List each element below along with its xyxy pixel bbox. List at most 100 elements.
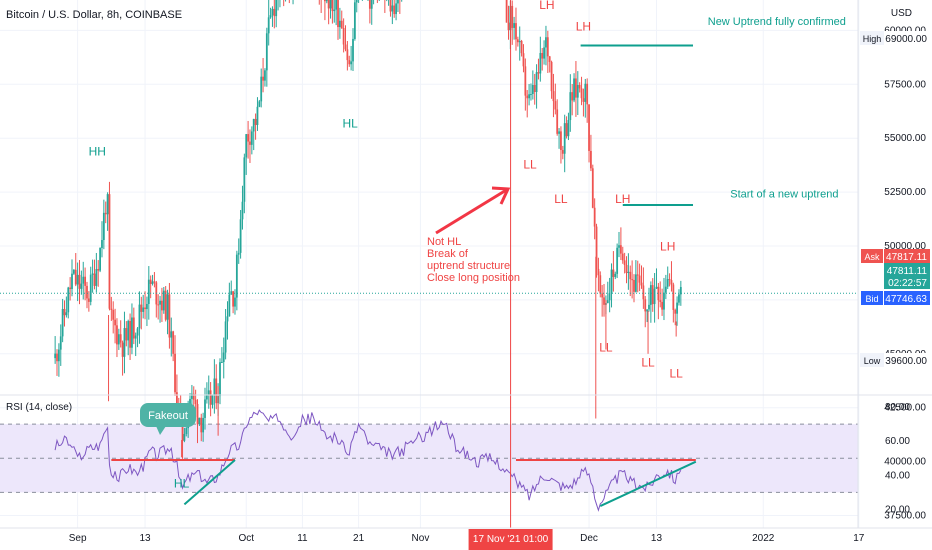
candle-body[interactable] bbox=[213, 378, 216, 395]
candle-body[interactable] bbox=[616, 247, 619, 274]
candle-body[interactable] bbox=[157, 304, 160, 306]
candle-body[interactable] bbox=[353, 2, 356, 39]
candle-body[interactable] bbox=[65, 312, 68, 316]
candle-body[interactable] bbox=[260, 76, 263, 102]
candle-body[interactable] bbox=[144, 307, 146, 310]
candle-body[interactable] bbox=[678, 294, 680, 303]
candle-body[interactable] bbox=[578, 85, 581, 89]
candle-body[interactable] bbox=[325, 0, 328, 2]
candle-body[interactable] bbox=[552, 91, 555, 102]
candle-body[interactable] bbox=[546, 37, 549, 57]
candle-body[interactable] bbox=[623, 260, 626, 265]
candle-body[interactable] bbox=[324, 0, 326, 2]
candle-body[interactable] bbox=[582, 98, 585, 102]
candle-body[interactable] bbox=[346, 49, 349, 61]
candle-body[interactable] bbox=[99, 247, 101, 271]
candle-body[interactable] bbox=[513, 23, 516, 28]
candle-body[interactable] bbox=[393, 5, 396, 15]
candle-body[interactable] bbox=[78, 274, 81, 289]
candle-body[interactable] bbox=[659, 300, 662, 302]
candle-body[interactable] bbox=[664, 286, 667, 293]
candle-body[interactable] bbox=[608, 293, 611, 301]
candle-body[interactable] bbox=[264, 70, 266, 81]
candle-body[interactable] bbox=[132, 317, 135, 339]
candle-body[interactable] bbox=[116, 325, 118, 345]
candle-body[interactable] bbox=[370, 0, 373, 9]
candle-body[interactable] bbox=[247, 134, 249, 142]
candle-body[interactable] bbox=[162, 290, 165, 311]
candle-body[interactable] bbox=[655, 286, 658, 289]
candle-body[interactable] bbox=[653, 288, 656, 305]
candle-body[interactable] bbox=[97, 268, 100, 271]
candle-body[interactable] bbox=[142, 307, 145, 312]
candle-body[interactable] bbox=[531, 85, 534, 95]
candle-body[interactable] bbox=[209, 390, 212, 405]
candle-body[interactable] bbox=[256, 106, 259, 126]
candle-body[interactable] bbox=[614, 273, 617, 277]
candle-body[interactable] bbox=[533, 85, 536, 92]
candle-body[interactable] bbox=[335, 0, 338, 10]
candle-body[interactable] bbox=[125, 328, 128, 341]
candle-body[interactable] bbox=[569, 92, 572, 121]
candle-body[interactable] bbox=[571, 92, 574, 101]
candle-body[interactable] bbox=[76, 274, 79, 285]
candle-body[interactable] bbox=[185, 428, 188, 434]
candle-body[interactable] bbox=[269, 15, 272, 18]
drawings[interactable] bbox=[111, 0, 697, 528]
candle-body[interactable] bbox=[166, 294, 169, 320]
candle-body[interactable] bbox=[625, 264, 628, 273]
candle-body[interactable] bbox=[168, 294, 171, 338]
candle-body[interactable] bbox=[535, 72, 538, 92]
candle-body[interactable] bbox=[86, 285, 88, 299]
candle-body[interactable] bbox=[395, 3, 397, 15]
candle-body[interactable] bbox=[505, 0, 508, 23]
candle-body[interactable] bbox=[391, 5, 394, 12]
candle-body[interactable] bbox=[200, 417, 203, 433]
candle-body[interactable] bbox=[661, 301, 663, 310]
candle-body[interactable] bbox=[207, 390, 210, 395]
candle-body[interactable] bbox=[606, 300, 609, 304]
candle-body[interactable] bbox=[80, 283, 83, 289]
candle-body[interactable] bbox=[275, 0, 278, 17]
candle-body[interactable] bbox=[215, 378, 218, 404]
candle-body[interactable] bbox=[389, 0, 392, 12]
candle-body[interactable] bbox=[127, 320, 130, 341]
candle-body[interactable] bbox=[518, 40, 521, 43]
candle-body[interactable] bbox=[249, 141, 251, 145]
candle-body[interactable] bbox=[56, 353, 58, 362]
candle-body[interactable] bbox=[211, 394, 214, 405]
candle-body[interactable] bbox=[337, 0, 339, 28]
candle-body[interactable] bbox=[67, 287, 70, 313]
candle-body[interactable] bbox=[627, 271, 630, 273]
candle-body[interactable] bbox=[666, 279, 669, 287]
candle-body[interactable] bbox=[87, 298, 90, 302]
candle-body[interactable] bbox=[174, 353, 176, 393]
candle-body[interactable] bbox=[515, 23, 517, 40]
candle-body[interactable] bbox=[618, 245, 620, 248]
candle-body[interactable] bbox=[89, 274, 92, 302]
candle-body[interactable] bbox=[591, 168, 594, 208]
candle-body[interactable] bbox=[258, 101, 261, 107]
candle-body[interactable] bbox=[63, 308, 66, 316]
candlesticks[interactable] bbox=[0, 0, 858, 459]
candle-body[interactable] bbox=[588, 104, 590, 151]
candle-body[interactable] bbox=[114, 319, 116, 326]
candle-body[interactable] bbox=[556, 109, 559, 134]
candle-body[interactable] bbox=[586, 83, 589, 105]
candle-body[interactable] bbox=[548, 56, 551, 62]
candle-body[interactable] bbox=[72, 269, 75, 274]
candle-body[interactable] bbox=[176, 392, 178, 404]
candle-body[interactable] bbox=[198, 417, 201, 425]
candle-body[interactable] bbox=[181, 417, 184, 441]
candle-body[interactable] bbox=[252, 118, 255, 132]
candle-body[interactable] bbox=[561, 150, 564, 154]
candle-body[interactable] bbox=[329, 0, 332, 9]
candle-body[interactable] bbox=[327, 0, 330, 9]
candle-body[interactable] bbox=[657, 286, 660, 301]
candle-body[interactable] bbox=[595, 226, 598, 269]
candle-body[interactable] bbox=[112, 309, 115, 320]
candle-body[interactable] bbox=[226, 316, 229, 322]
candle-body[interactable] bbox=[82, 276, 85, 284]
candle-body[interactable] bbox=[59, 336, 62, 350]
